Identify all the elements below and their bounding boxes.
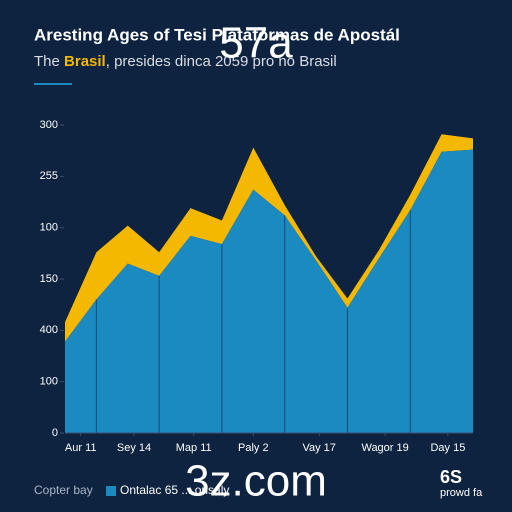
x-tick-label: Aur 11: [65, 442, 97, 454]
watermark: 57a: [219, 19, 293, 68]
y-tick-label: 400: [40, 324, 58, 336]
y-tick-label: 0: [52, 427, 58, 439]
subtitle-rest: , presides dinca 2059 pro no Brasil: [106, 53, 337, 70]
subtitle-prefix: The: [34, 53, 60, 70]
footer-logo: 6S: [440, 467, 462, 487]
area: [65, 149, 473, 433]
watermark: 3z.com: [185, 457, 327, 506]
area: [65, 134, 473, 342]
footer-text: Copter bay: [34, 483, 93, 497]
legend-swatch: [106, 486, 116, 496]
y-tick-label: 300: [40, 119, 58, 131]
footer-logo-sub: prowd fa: [440, 487, 483, 499]
subtitle-highlight: Brasil: [64, 53, 106, 70]
x-tick-label: Paly 2: [238, 442, 269, 454]
y-tick-label: 100: [40, 222, 58, 234]
legend-label: Ontalac 65 ... onsaly: [120, 483, 229, 497]
x-tick-label: Day 15: [430, 442, 465, 454]
chart-title: Aresting Ages of Tesi Plataformas de Apo…: [34, 25, 400, 44]
y-tick-label: 150: [40, 273, 58, 285]
y-tick-label: 100: [40, 376, 58, 388]
subtitle: The Brasil, presides dinca 2059 pro no B…: [34, 53, 337, 70]
x-tick-label: Map 11: [176, 442, 212, 454]
y-tick-label: 255: [40, 170, 58, 182]
x-tick-label: Vay 17: [302, 442, 335, 454]
x-tick-label: Sey 14: [117, 442, 151, 454]
x-tick-label: Wagor 19: [361, 442, 408, 454]
